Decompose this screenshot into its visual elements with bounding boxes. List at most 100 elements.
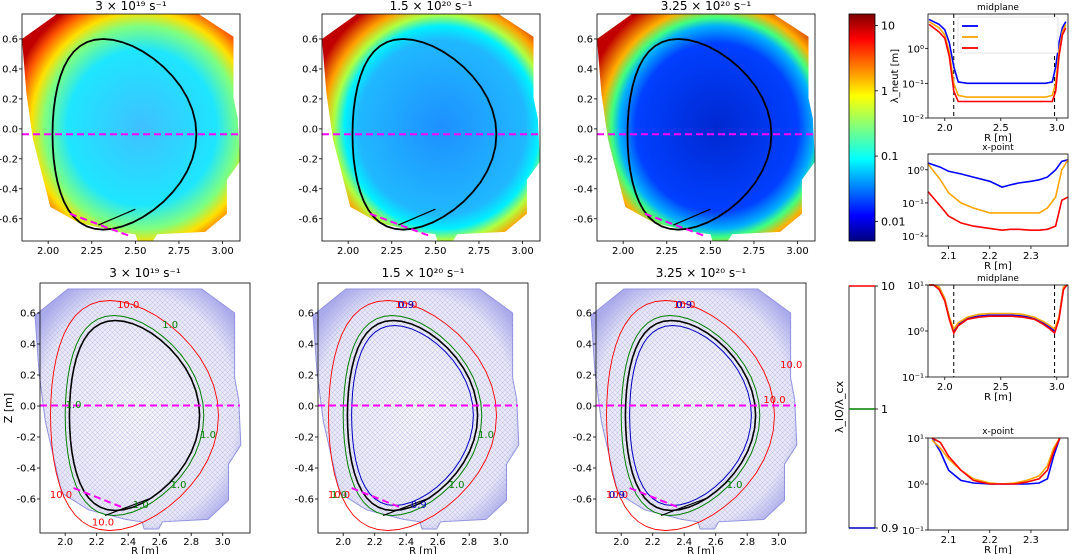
x-tick-label: 2.4 <box>120 537 136 548</box>
y-tick-label: -0.2 <box>573 154 593 165</box>
y-tick-label: 0.2 <box>20 371 36 382</box>
x-tick-label: 3.0 <box>215 537 231 548</box>
map-panel-1 <box>19 13 241 244</box>
panel-title: 3.25 × 10²⁰ s⁻¹ <box>656 266 747 280</box>
x-tick-label: 2.25 <box>81 246 103 257</box>
separatrix-line <box>624 319 757 512</box>
x-tick-label: 2.8 <box>739 537 755 548</box>
x-tick-label: 2.25 <box>656 246 678 257</box>
x-tick-label: 2.5 <box>993 123 1009 134</box>
contour-label: 10.0 <box>117 300 139 311</box>
x-tick-label: 2.00 <box>612 246 634 257</box>
y-axis-label: Z [m] <box>2 393 15 423</box>
y-tick-label: -0.4 <box>298 184 318 195</box>
plot-area <box>928 285 1068 377</box>
y-tick-label: 0.6 <box>20 309 36 320</box>
axes-frame <box>321 13 541 242</box>
contour-label: 1.0 <box>171 480 187 491</box>
y-tick-label: 0.4 <box>576 340 592 351</box>
vessel-field <box>22 14 240 241</box>
x-tick-label: 2.2 <box>645 537 661 548</box>
separatrix-line <box>626 38 773 231</box>
contour-label: 10.0 <box>395 300 417 311</box>
axes-frame <box>317 282 529 534</box>
divertor-leg <box>382 497 430 517</box>
colorbar-top <box>848 13 878 242</box>
colorbar-frame <box>848 285 876 529</box>
y-tick-label: -0.2 <box>16 433 36 444</box>
divertor-leg <box>660 497 708 517</box>
y-tick-label: 0.6 <box>2 34 18 45</box>
y-tick-label: 10¹ <box>907 434 924 445</box>
y-tick-label: -0.4 <box>572 464 592 475</box>
x-axis-label: R [m] <box>984 392 1012 403</box>
y-tick-label: 10⁻¹ <box>902 373 924 384</box>
y-tick-label: 10⁻² <box>902 114 924 125</box>
y-tick-label: 0.0 <box>576 402 592 413</box>
y-tick-label: 10⁰ <box>907 166 924 177</box>
colorbar-bottom <box>848 285 878 529</box>
mesh-overlay <box>35 289 241 529</box>
x-tick-label: 2.0 <box>57 537 73 548</box>
legend <box>957 16 1059 54</box>
divertor-leg <box>398 208 436 226</box>
y-tick-label: 10⁻¹ <box>902 79 924 90</box>
y-tick-label: 0.2 <box>576 371 592 382</box>
y-tick-label: 0.4 <box>302 64 318 75</box>
panel-title: 3 × 10¹⁹ s⁻¹ <box>95 0 167 13</box>
separatrix-line <box>51 38 198 231</box>
x-tick-label: 2.50 <box>699 246 721 257</box>
contour-label: 10.0 <box>673 300 695 311</box>
x-tick-label: 2.3 <box>1023 251 1039 262</box>
map-panel-5 <box>312 282 529 536</box>
x-tick-label: 2.25 <box>381 246 403 257</box>
divertor-leg <box>104 497 152 517</box>
x-tick-label: 2.2 <box>367 537 383 548</box>
contour-10 <box>50 300 219 531</box>
contour-1 <box>620 314 761 517</box>
y-axis-label: λ_neut [m] <box>890 49 901 103</box>
contour-label: 10.0 <box>606 490 628 501</box>
contour-label: 10.0 <box>328 490 350 501</box>
x-tick-label: 2.00 <box>337 246 359 257</box>
panel-title: 3.25 × 10²⁰ s⁻¹ <box>661 0 752 13</box>
mesh-overlay <box>313 289 519 529</box>
contour-label: 0.9 <box>676 300 692 311</box>
y-tick-label: -0.2 <box>572 433 592 444</box>
x-tick-label: 2.8 <box>461 537 477 548</box>
y-tick-label: 0.6 <box>302 34 318 45</box>
y-tick-label: -0.4 <box>16 464 36 475</box>
y-tick-label: -0.2 <box>298 154 318 165</box>
xpoint-cut-line <box>629 487 681 509</box>
y-tick-label: 10⁰ <box>907 45 924 56</box>
contour-label: 1.0 <box>727 480 743 491</box>
legend-box <box>957 16 1059 54</box>
colorbar-tick-label: 0.9 <box>881 522 899 535</box>
axes-frame <box>927 13 1069 119</box>
colorbar-tick-label: 10 <box>881 280 895 293</box>
x-tick-label: 3.00 <box>786 246 808 257</box>
map-panel-3 <box>594 13 816 244</box>
x-tick-label: 2.6 <box>708 537 724 548</box>
axes-frame <box>927 153 1069 247</box>
x-tick-label: 2.75 <box>743 246 765 257</box>
series-line-3 <box>929 284 1068 336</box>
x-axis-label: R [m] <box>984 261 1012 272</box>
mesh-overlay <box>591 289 797 529</box>
contour-10 <box>606 300 775 531</box>
x-axis-label: R [m] <box>984 545 1012 554</box>
y-tick-label: -0.4 <box>294 464 314 475</box>
x-tick-label: 3.00 <box>211 246 233 257</box>
vessel-field <box>597 14 815 241</box>
axes-frame <box>596 13 816 242</box>
x-tick-label: 2.0 <box>937 382 953 393</box>
series-line-1 <box>928 18 1067 85</box>
y-tick-label: -0.6 <box>16 495 36 506</box>
contour-label: 1.0 <box>200 430 216 441</box>
colorbar-tick-label: 0.1 <box>881 150 899 163</box>
chart-title: midplane <box>977 274 1019 284</box>
x-axis-label: R [m] <box>687 546 715 554</box>
x-tick-label: 2.4 <box>398 537 414 548</box>
separatrix-line <box>68 319 201 512</box>
y-tick-label: 10⁻² <box>902 232 924 243</box>
